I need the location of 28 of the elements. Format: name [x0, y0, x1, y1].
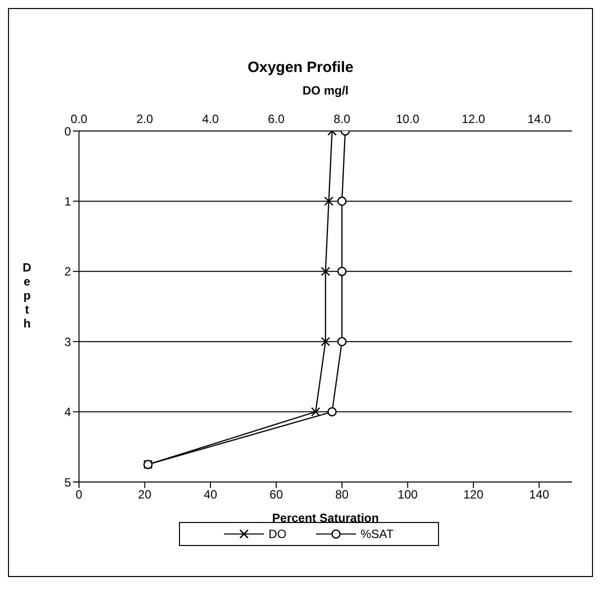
y-tick-label: 5	[64, 475, 72, 490]
y-tick-label: 4	[64, 405, 72, 420]
y-tick-label: 1	[64, 194, 72, 208]
x-tick-label: 0	[76, 488, 83, 502]
y-tick-label: 0	[64, 124, 72, 138]
x2-tick-label: 12.0	[462, 112, 486, 126]
x-tick-label: 40	[204, 488, 218, 502]
y-tick-label: 2	[64, 264, 72, 279]
x2-tick-label: 6.0	[268, 112, 285, 126]
x2-tick-label: 2.0	[136, 112, 154, 126]
x2-tick-label: 8.0	[334, 112, 351, 126]
y-tick-label: 3	[64, 334, 72, 349]
x2-axis-title: DO mg/l	[302, 84, 349, 98]
y-axis-title: Depth	[22, 260, 32, 330]
x2-tick-label: 14.0	[527, 112, 552, 126]
legend-label: %SAT	[359, 527, 394, 541]
x-tick-label: 140	[529, 488, 550, 502]
x-axis-title: Percent Saturation	[272, 511, 379, 525]
chart-title: Oxygen Profile	[246, 59, 354, 76]
x-tick-label: 20	[138, 488, 152, 502]
x2-tick-label: 4.0	[202, 112, 220, 126]
x2-tick-label: 0.0	[70, 112, 88, 126]
legend-label: DO	[267, 527, 286, 541]
x2-tick-label: 10.0	[396, 112, 420, 126]
x-tick-label: 120	[463, 488, 484, 502]
x-tick-label: 100	[398, 488, 418, 502]
x-tick-label: 80	[335, 488, 349, 502]
x-tick-label: 60	[270, 488, 284, 502]
